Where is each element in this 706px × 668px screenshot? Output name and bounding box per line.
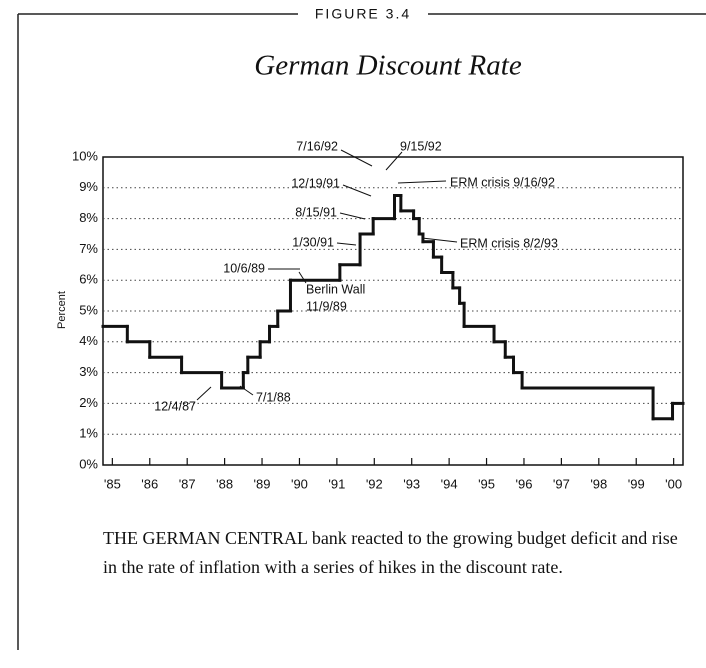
y-tick-label: 6% (79, 272, 98, 287)
caption: THE GERMAN CENTRAL bank reacted to the g… (103, 528, 678, 577)
annotation: 7/16/92 (296, 139, 338, 153)
x-tick-label: '99 (628, 476, 645, 491)
x-tick-label: '94 (441, 476, 458, 491)
x-tick-label: '97 (553, 476, 570, 491)
y-tick-label: 5% (79, 302, 98, 317)
x-tick-label: '85 (104, 476, 121, 491)
annotation: 11/9/89 (306, 299, 347, 313)
annotation: 10/6/89 (223, 261, 265, 275)
x-tick-label: '88 (216, 476, 233, 491)
annotation-leader (336, 242, 357, 246)
x-tick-label: '00 (665, 476, 682, 491)
annotation: 1/30/91 (292, 235, 334, 249)
x-tick-label: '91 (328, 476, 345, 491)
y-tick-label: 0% (79, 456, 98, 471)
figure-label: FIGURE 3.4 (315, 6, 411, 22)
x-tick-label: '98 (590, 476, 607, 491)
annotation-leader (385, 151, 403, 171)
annotation-leader (342, 184, 372, 197)
x-tick-label: '95 (478, 476, 495, 491)
x-tick-label: '96 (515, 476, 532, 491)
annotation: 7/1/88 (256, 390, 291, 404)
annotation: ERM crisis 8/2/93 (460, 236, 558, 250)
annotation: ERM crisis 9/16/92 (450, 175, 555, 189)
x-tick-label: '86 (141, 476, 158, 491)
x-tick-label: '92 (366, 476, 383, 491)
annotation: Berlin Wall (306, 282, 365, 296)
x-tick-label: '87 (179, 476, 196, 491)
annotation-leader (340, 149, 373, 167)
y-tick-label: 1% (79, 426, 98, 441)
y-tick-label: 3% (79, 364, 98, 379)
x-tick-label: '90 (291, 476, 308, 491)
x-tick-label: '89 (254, 476, 271, 491)
y-tick-label: 4% (79, 333, 98, 348)
annotation-leader (397, 180, 447, 184)
x-tick-label: '93 (403, 476, 420, 491)
y-axis-label: Percent (56, 291, 68, 329)
annotation: 12/19/91 (291, 176, 340, 190)
y-tick-label: 9% (79, 179, 98, 194)
annotation-leader (339, 212, 366, 220)
annotation: 12/4/87 (154, 399, 196, 413)
annotation-leader (239, 385, 254, 396)
annotation-leader (421, 237, 458, 243)
y-tick-label: 7% (79, 241, 98, 256)
y-tick-label: 8% (79, 210, 98, 225)
y-tick-label: 10% (72, 148, 98, 163)
annotation-leader (196, 386, 212, 401)
annotation: 8/15/91 (295, 205, 337, 219)
annotation-leader (298, 271, 307, 284)
chart-title: German Discount Rate (254, 50, 522, 82)
annotation: 9/15/92 (400, 139, 442, 153)
y-tick-label: 2% (79, 395, 98, 410)
